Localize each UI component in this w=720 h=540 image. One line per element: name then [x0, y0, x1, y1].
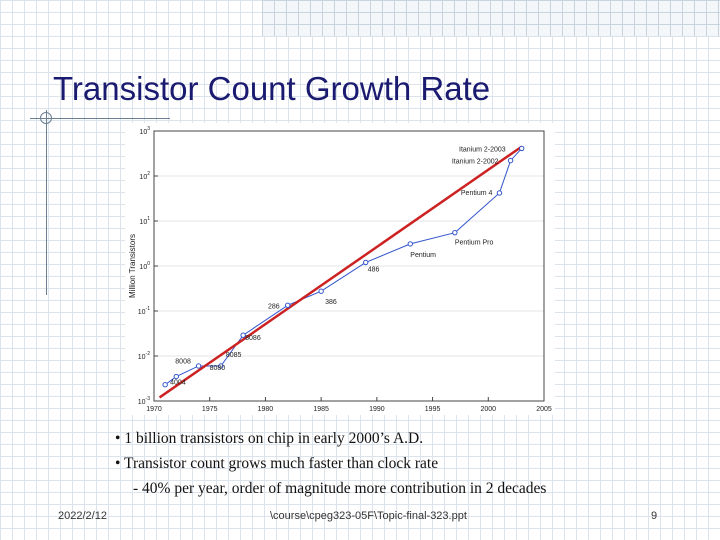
title-rule-circle — [40, 112, 52, 124]
sub-bullet: - 40% per year, order of magnitude more … — [133, 480, 547, 497]
data-point — [318, 288, 324, 294]
point-label: 8080 — [210, 365, 226, 372]
bullet-text: Transistor count grows much faster than … — [124, 455, 439, 472]
x-tick-label: 1980 — [258, 406, 274, 413]
data-point — [363, 259, 369, 266]
data-point — [240, 332, 246, 338]
y-tick-label: 103 — [139, 126, 150, 136]
x-tick-label: 2005 — [536, 406, 552, 413]
x-tick-label: 1975 — [202, 406, 218, 413]
point-label: Pentium Pro — [455, 240, 494, 247]
point-label: 8086 — [245, 335, 261, 342]
data-point — [519, 145, 525, 152]
point-label: Itanium 2-2002 — [452, 159, 499, 166]
x-tick-label: 2000 — [480, 406, 496, 413]
point-label: 4004 — [170, 380, 186, 387]
point-label: Itanium 2-2003 — [459, 146, 506, 153]
data-point — [496, 190, 503, 196]
footer-date: 2022/2/12 — [58, 510, 107, 522]
x-tick-label: 1990 — [369, 406, 385, 413]
x-tick-label: 1970 — [146, 406, 162, 413]
point-label: Pentium 4 — [461, 190, 493, 197]
data-point — [407, 241, 413, 247]
y-axis-label: Million Transistors — [128, 234, 137, 298]
bullet-item: • 1 billion transistors on chip in early… — [115, 430, 424, 447]
point-label: 386 — [325, 299, 337, 306]
y-tick-label: 101 — [139, 216, 150, 226]
point-label: Pentium — [410, 252, 436, 259]
point-label: 286 — [268, 303, 280, 310]
y-tick-label: 10-1 — [138, 306, 150, 316]
slide-title: Transistor Count Growth Rate — [53, 70, 491, 107]
y-tick-label: 10-3 — [138, 396, 150, 406]
transistor-chart: 10-3 10-2 10-1 100 101 102 103 1970 1975 1980 198… — [125, 123, 555, 415]
data-point — [162, 382, 168, 388]
footer-path: \course\cpeg323-05F\Topic-final-323.ppt — [270, 510, 467, 522]
point-label: 486 — [368, 266, 380, 273]
title-rule-vertical — [46, 110, 47, 295]
x-tick-label: 1985 — [313, 406, 329, 413]
y-tick-label: 102 — [139, 171, 150, 181]
point-label: 8008 — [175, 359, 191, 366]
data-point — [285, 302, 291, 308]
y-tick-label: 10-2 — [138, 351, 150, 361]
bullet-list: • 1 billion transistors on chip in early… — [115, 426, 546, 501]
trend-line — [158, 145, 523, 399]
bullet-item: • Transistor count grows much faster tha… — [115, 455, 439, 472]
data-point — [507, 157, 514, 164]
point-label: 8085 — [226, 352, 242, 359]
bullet-text: 1 billion transistors on chip in early 2… — [124, 430, 424, 447]
footer-page-number: 9 — [651, 510, 658, 522]
x-tick-label: 1995 — [425, 406, 441, 413]
data-point — [218, 363, 224, 369]
y-tick-label: 100 — [139, 261, 150, 271]
data-point — [173, 373, 179, 380]
header-decoration — [262, 0, 720, 36]
data-point — [195, 363, 202, 369]
title-rule-horizontal — [30, 118, 170, 119]
data-point — [452, 229, 458, 236]
